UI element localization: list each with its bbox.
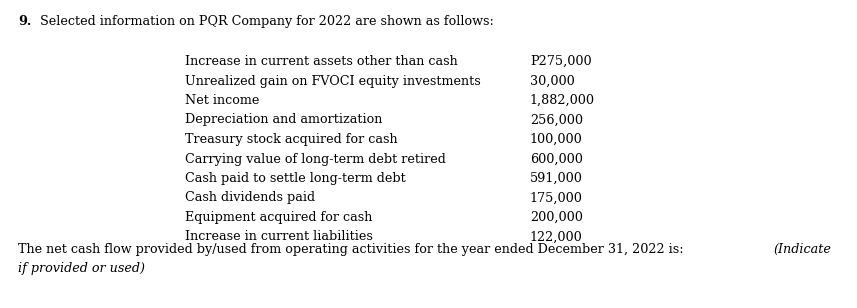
Text: 591,000: 591,000	[530, 172, 583, 185]
Text: 9.: 9.	[18, 15, 31, 28]
Text: Unrealized gain on FVOCI equity investments: Unrealized gain on FVOCI equity investme…	[185, 75, 481, 87]
Text: Selected information on PQR Company for 2022 are shown as follows:: Selected information on PQR Company for …	[40, 15, 494, 28]
Text: 122,000: 122,000	[530, 230, 583, 244]
Text: Equipment acquired for cash: Equipment acquired for cash	[185, 211, 373, 224]
Text: Depreciation and amortization: Depreciation and amortization	[185, 114, 382, 127]
Text: 100,000: 100,000	[530, 133, 583, 146]
Text: 175,000: 175,000	[530, 192, 583, 205]
Text: 600,000: 600,000	[530, 152, 583, 165]
Text: Treasury stock acquired for cash: Treasury stock acquired for cash	[185, 133, 398, 146]
Text: Carrying value of long-term debt retired: Carrying value of long-term debt retired	[185, 152, 446, 165]
Text: 1,882,000: 1,882,000	[530, 94, 595, 107]
Text: Cash dividends paid: Cash dividends paid	[185, 192, 315, 205]
Text: Increase in current assets other than cash: Increase in current assets other than ca…	[185, 55, 458, 68]
Text: The net cash flow provided by/used from operating activities for the year ended : The net cash flow provided by/used from …	[18, 243, 687, 256]
Text: (Indicate: (Indicate	[773, 243, 831, 256]
Text: Cash paid to settle long-term debt: Cash paid to settle long-term debt	[185, 172, 405, 185]
Text: Increase in current liabilities: Increase in current liabilities	[185, 230, 373, 244]
Text: 200,000: 200,000	[530, 211, 583, 224]
Text: Net income: Net income	[185, 94, 260, 107]
Text: 30,000: 30,000	[530, 75, 575, 87]
Text: P275,000: P275,000	[530, 55, 591, 68]
Text: 256,000: 256,000	[530, 114, 583, 127]
Text: if provided or used): if provided or used)	[18, 262, 145, 275]
